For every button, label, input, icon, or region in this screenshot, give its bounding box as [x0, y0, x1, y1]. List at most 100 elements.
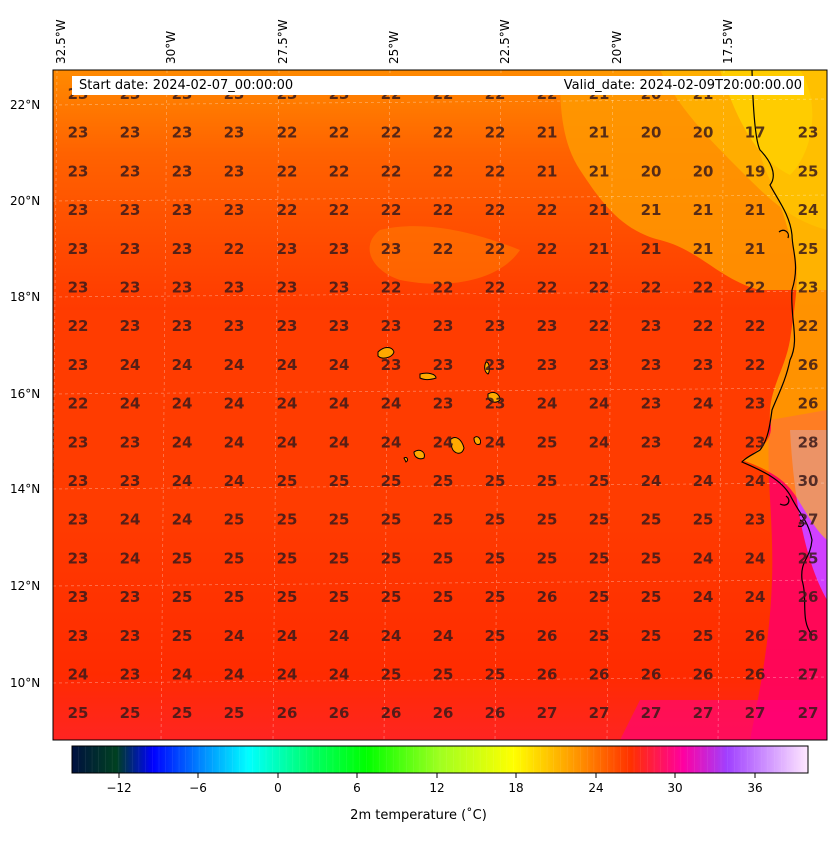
grid-value: 25 — [485, 588, 506, 606]
lon-label-20w: 20°W — [610, 30, 624, 64]
grid-value: 22 — [485, 124, 506, 142]
grid-value: 20 — [641, 124, 662, 142]
grid-value: 24 — [224, 356, 245, 374]
grid-value: 23 — [224, 279, 245, 297]
grid-value: 30 — [798, 472, 819, 490]
lat-label-20n: 20°N — [10, 194, 41, 208]
grid-value: 23 — [172, 279, 193, 297]
grid-value: 23 — [120, 279, 141, 297]
grid-value: 25 — [589, 511, 610, 529]
colorbar-tick: 6 — [353, 781, 361, 795]
grid-value: 22 — [277, 124, 298, 142]
colorbar-tick: −12 — [106, 781, 132, 795]
valid-date-label: Valid_date: 2024-02-09T20:00:00.00 — [563, 78, 802, 93]
grid-value: 28 — [798, 433, 819, 451]
grid-value: 21 — [693, 240, 714, 258]
grid-value: 23 — [798, 124, 819, 142]
grid-value: 24 — [277, 666, 298, 684]
grid-value: 25 — [172, 704, 193, 722]
grid-value: 25 — [485, 549, 506, 567]
colorbar-tick: 30 — [667, 781, 683, 795]
colorbar-tick: 0 — [274, 781, 282, 795]
grid-value: 25 — [537, 433, 558, 451]
grid-value: 21 — [693, 201, 714, 219]
grid-value: 24 — [693, 588, 714, 606]
grid-value: 25 — [589, 588, 610, 606]
grid-value: 24 — [693, 549, 714, 567]
grid-value: 27 — [798, 704, 819, 722]
grid-value: 24 — [537, 395, 558, 413]
grid-value: 24 — [745, 588, 766, 606]
grid-value: 22 — [433, 162, 454, 180]
lon-label-22-5w: 22.5°W — [498, 19, 512, 64]
grid-value: 22 — [433, 240, 454, 258]
grid-value: 25 — [329, 472, 350, 490]
grid-value: 25 — [641, 627, 662, 645]
grid-value: 23 — [120, 627, 141, 645]
grid-value: 22 — [277, 162, 298, 180]
grid-value: 25 — [537, 549, 558, 567]
grid-value: 23 — [693, 356, 714, 374]
grid-value: 24 — [277, 627, 298, 645]
grid-value: 27 — [745, 704, 766, 722]
grid-value: 25 — [172, 549, 193, 567]
grid-value: 23 — [68, 433, 89, 451]
grid-value: 25 — [224, 511, 245, 529]
grid-value: 23 — [329, 279, 350, 297]
grid-value: 22 — [589, 317, 610, 335]
grid-value: 23 — [381, 240, 402, 258]
lon-label-30w: 30°W — [164, 30, 178, 64]
grid-value: 24 — [745, 472, 766, 490]
grid-value: 25 — [329, 588, 350, 606]
grid-value: 23 — [120, 588, 141, 606]
grid-value: 25 — [329, 511, 350, 529]
grid-value: 22 — [329, 162, 350, 180]
grid-value: 24 — [172, 666, 193, 684]
colorbar-tick: 36 — [747, 781, 763, 795]
grid-value: 24 — [329, 627, 350, 645]
colorbar-tick: −6 — [189, 781, 207, 795]
grid-value: 23 — [381, 356, 402, 374]
lon-label-27-5w: 27.5°W — [276, 19, 290, 64]
map-field — [53, 70, 827, 740]
grid-value: 23 — [172, 124, 193, 142]
grid-value: 22 — [537, 279, 558, 297]
grid-value: 23 — [537, 356, 558, 374]
grid-value: 23 — [537, 317, 558, 335]
grid-value: 21 — [745, 201, 766, 219]
grid-value: 25 — [537, 511, 558, 529]
grid-value: 27 — [537, 704, 558, 722]
grid-value: 24 — [693, 395, 714, 413]
grid-value: 22 — [68, 395, 89, 413]
grid-value: 23 — [745, 511, 766, 529]
grid-value: 22 — [485, 240, 506, 258]
grid-value: 22 — [537, 240, 558, 258]
coastline — [741, 69, 813, 636]
colorbar — [71, 745, 809, 778]
cape-verde-islands — [377, 347, 501, 463]
grid-value: 25 — [277, 549, 298, 567]
grid-value: 25 — [798, 240, 819, 258]
grid-value: 23 — [68, 124, 89, 142]
lon-label-32-5w: 32.5°W — [54, 19, 68, 64]
grid-value: 26 — [745, 666, 766, 684]
grid-value: 25 — [798, 549, 819, 567]
grid-value: 25 — [537, 472, 558, 490]
grid-value: 22 — [381, 279, 402, 297]
grid-value: 25 — [485, 472, 506, 490]
grid-value: 22 — [798, 317, 819, 335]
grid-value: 25 — [641, 549, 662, 567]
grid-value: 25 — [589, 549, 610, 567]
grid-value: 24 — [172, 356, 193, 374]
grid-value: 21 — [589, 201, 610, 219]
grid-value: 25 — [485, 511, 506, 529]
grid-value: 23 — [224, 124, 245, 142]
grid-value: 25 — [381, 666, 402, 684]
meridian-line — [160, 69, 168, 741]
grid-value: 22 — [433, 279, 454, 297]
grid-value: 22 — [224, 240, 245, 258]
grid-value: 23 — [120, 666, 141, 684]
grid-value: 25 — [172, 588, 193, 606]
grid-value: 22 — [537, 201, 558, 219]
grid-value: 23 — [120, 433, 141, 451]
